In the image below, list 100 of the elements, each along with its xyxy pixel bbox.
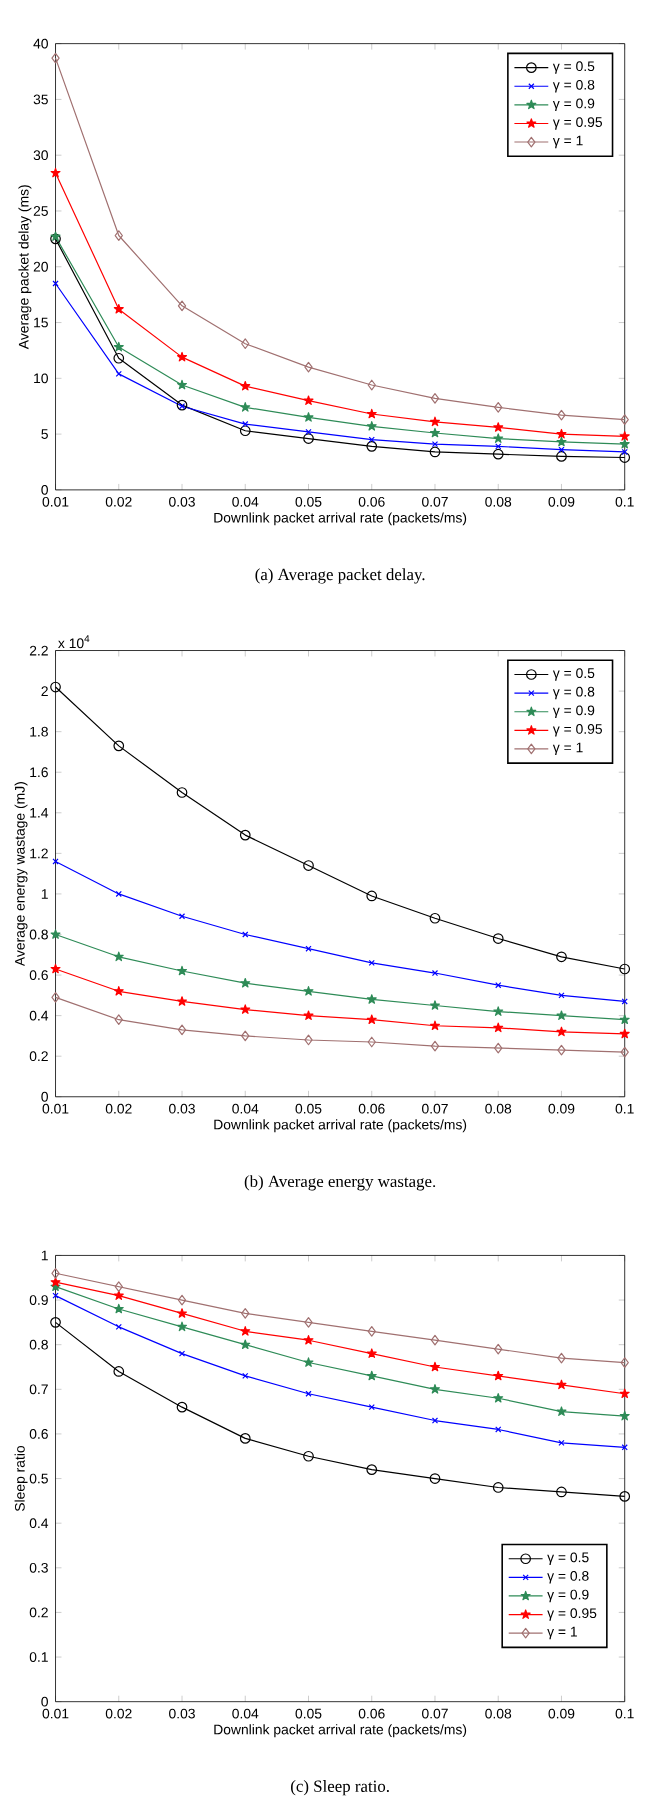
point: [619, 1410, 630, 1421]
point: [619, 1028, 630, 1039]
point: [366, 1370, 377, 1381]
point: [619, 1014, 630, 1025]
point: [303, 1334, 314, 1345]
point: [176, 787, 188, 798]
point: [241, 1372, 249, 1380]
point: [493, 1042, 503, 1054]
point: [178, 913, 185, 920]
point: [619, 438, 630, 449]
point: [114, 230, 123, 241]
point: [556, 1026, 567, 1037]
point: [493, 1343, 503, 1355]
point: [366, 1464, 377, 1475]
point: [430, 1040, 439, 1052]
point: [176, 965, 187, 976]
point: [555, 951, 567, 963]
point: [113, 303, 124, 314]
point: [177, 300, 186, 312]
point: [50, 963, 61, 974]
point: [304, 361, 313, 373]
point: [303, 986, 314, 996]
point: [113, 1290, 124, 1300]
point: [429, 427, 440, 438]
point: [429, 1473, 441, 1484]
point: [366, 994, 377, 1004]
point: [115, 890, 122, 898]
point: [114, 1281, 123, 1293]
point: [556, 1010, 567, 1020]
point: [555, 1486, 567, 1498]
point: [431, 441, 438, 448]
point: [492, 1022, 503, 1033]
point: [305, 945, 312, 952]
text: (c) Sleep ratio.: [290, 1780, 389, 1796]
point: [492, 1392, 503, 1403]
point: [494, 443, 502, 450]
point: [50, 929, 61, 939]
point: [239, 1339, 251, 1350]
point: [619, 1388, 630, 1399]
point: [367, 1036, 376, 1048]
point: [303, 1357, 314, 1367]
point: [366, 890, 377, 902]
point: [366, 1014, 377, 1025]
point: [556, 436, 567, 447]
point: [558, 992, 565, 999]
point: [557, 1044, 566, 1056]
point: [240, 1030, 250, 1042]
point: [176, 1308, 187, 1318]
point: [240, 1308, 250, 1319]
point: [366, 441, 377, 452]
point: [493, 401, 503, 413]
point: [113, 951, 124, 962]
point: [113, 1303, 124, 1314]
point: [366, 421, 377, 431]
point: [304, 1034, 313, 1046]
point: [239, 1004, 251, 1014]
point: [558, 446, 565, 453]
point: [492, 1006, 503, 1016]
point: [241, 931, 249, 938]
point: [429, 1361, 440, 1372]
point: [239, 1326, 251, 1336]
point: [558, 1439, 565, 1446]
point: [177, 1024, 186, 1036]
point: [429, 1384, 440, 1394]
point: [176, 379, 187, 390]
point: [429, 1000, 440, 1010]
point: [619, 431, 630, 441]
point: [177, 1294, 186, 1306]
point: [556, 1379, 567, 1390]
point: [492, 448, 504, 460]
point: [302, 433, 314, 444]
point: [368, 959, 375, 967]
text: (b) Average energy wastage.: [244, 1175, 435, 1191]
point: [113, 740, 124, 752]
point: [429, 1020, 440, 1031]
point: [240, 338, 250, 350]
point: [113, 352, 124, 364]
point: [113, 341, 124, 352]
point: [303, 395, 314, 405]
point: [176, 996, 187, 1006]
point: [492, 1482, 504, 1493]
point: [304, 1317, 313, 1328]
point: [368, 1404, 375, 1411]
point: [113, 1366, 124, 1377]
point: [239, 402, 251, 412]
point: [556, 428, 567, 439]
point: [176, 351, 187, 362]
point: [239, 977, 251, 988]
point: [431, 1417, 438, 1424]
point: [430, 393, 439, 404]
point: [176, 1401, 188, 1413]
point: [239, 425, 251, 437]
point: [303, 1010, 314, 1020]
point: [556, 1406, 567, 1416]
point: [176, 1321, 187, 1332]
point: [367, 1325, 376, 1337]
point: [302, 1450, 314, 1462]
point: [429, 416, 440, 427]
point: [303, 412, 314, 422]
point: [555, 451, 567, 462]
